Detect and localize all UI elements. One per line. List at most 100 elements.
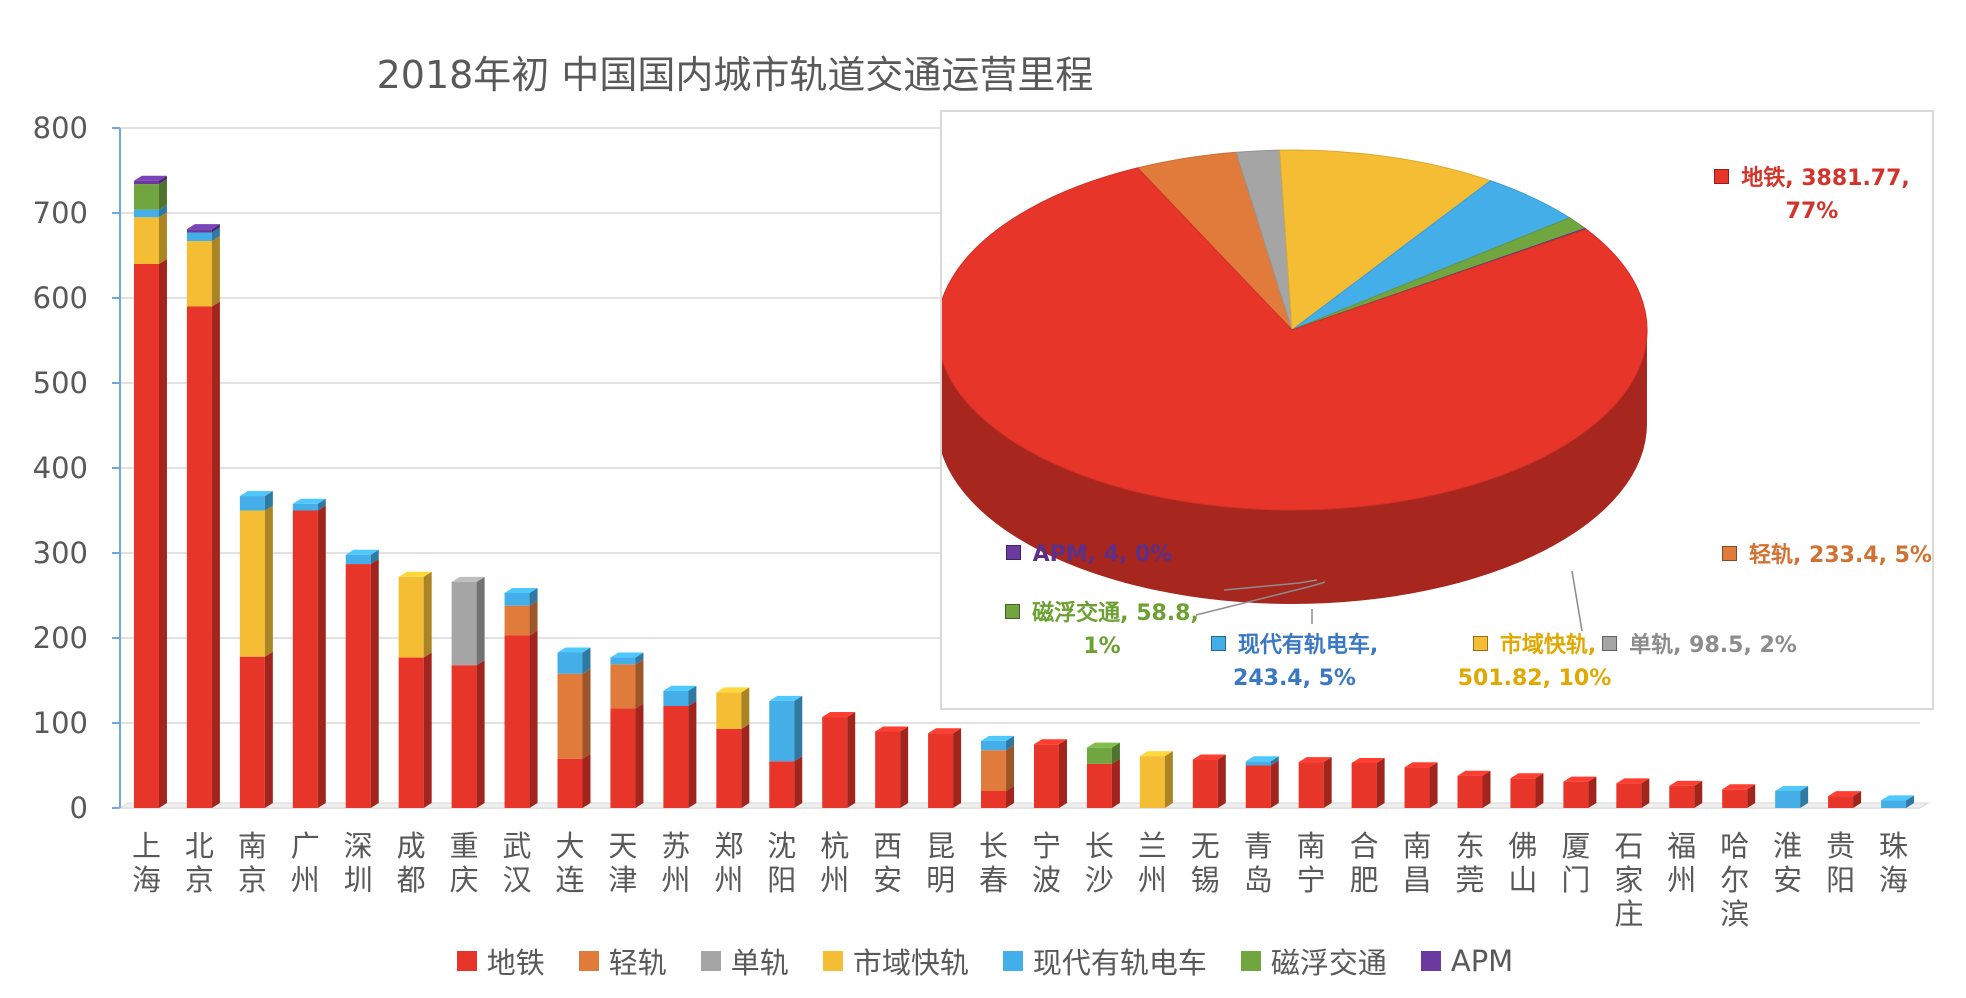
- bar-front: [1616, 783, 1642, 808]
- bar-segment: [133, 212, 167, 264]
- bar-front: [239, 656, 265, 808]
- x-tick-label: 福州: [1667, 829, 1696, 897]
- bar-front: [1828, 796, 1854, 808]
- bar-side: [1111, 758, 1120, 808]
- pie-data-label: 单轨, 98.5, 2%: [1587, 629, 1812, 662]
- bar-segment: [822, 712, 856, 808]
- x-tick-label: 南宁: [1297, 829, 1326, 897]
- bar-front: [1722, 789, 1748, 808]
- bar-front: [451, 665, 477, 808]
- bar-group: [1881, 795, 1915, 808]
- x-tick-label: 贵阳: [1826, 829, 1855, 897]
- bar-segment: [1298, 757, 1332, 808]
- bar-top: [1616, 778, 1650, 784]
- bar-top: [133, 175, 167, 181]
- bar-front: [133, 264, 159, 808]
- bar-group: [663, 685, 697, 808]
- bar-segment: [716, 723, 750, 808]
- bar-front: [186, 229, 212, 233]
- bar-group: [769, 695, 803, 808]
- x-tick-label: 青岛: [1244, 829, 1273, 897]
- bar-side: [370, 549, 379, 565]
- bar-segment: [1245, 760, 1279, 808]
- pie-label-text: 现代有轨电车,: [1237, 633, 1379, 658]
- bar-side: [423, 571, 432, 658]
- bar-group: [186, 224, 220, 808]
- bar-front: [981, 750, 1007, 791]
- bar-side: [211, 301, 220, 808]
- x-tick-label: 兰州: [1138, 829, 1167, 897]
- bar-front: [1563, 781, 1589, 808]
- x-tick-label: 大连: [555, 829, 584, 897]
- bar-segment: [610, 652, 644, 665]
- bar-front: [133, 209, 159, 218]
- bar-front: [875, 731, 901, 808]
- bar-top: [1086, 742, 1120, 748]
- legend-item: 现代有轨电车: [1002, 940, 1207, 982]
- bar-segment: [133, 259, 167, 808]
- bar-side: [1800, 786, 1809, 808]
- pie-label-swatch: [1722, 546, 1737, 561]
- bar-front: [769, 700, 795, 762]
- bar-side: [264, 491, 273, 511]
- bar-segment: [716, 687, 750, 729]
- bar-side: [582, 668, 591, 759]
- bar-group: [928, 728, 962, 808]
- legend-label: 轻轨: [608, 946, 667, 980]
- bar-front: [1881, 800, 1907, 808]
- bar-front: [1245, 761, 1271, 766]
- bar-top: [1192, 754, 1226, 760]
- bar-group: [133, 175, 167, 808]
- bar-group: [875, 726, 909, 808]
- y-tick-label: 200: [33, 621, 88, 655]
- bar-segment: [133, 204, 167, 218]
- pie-data-label: APM, 4, 0%: [1004, 538, 1174, 571]
- bar-group: [1563, 776, 1597, 808]
- bar-side: [688, 701, 697, 808]
- bar-side: [158, 259, 167, 808]
- bar-side: [900, 726, 909, 808]
- pie-leader-line: [1571, 570, 1583, 632]
- bar-side: [1906, 795, 1915, 808]
- bar-segment: [663, 701, 697, 808]
- bar-front: [1086, 763, 1112, 808]
- bar-front: [398, 657, 424, 808]
- bar-segment: [769, 695, 803, 762]
- bar-top: [1033, 739, 1067, 745]
- bar-front: [716, 728, 742, 808]
- bar-side: [1588, 776, 1597, 808]
- bar-front: [504, 605, 530, 636]
- pie-label-text: 243.4, 5%: [1233, 666, 1356, 691]
- bar-side: [1006, 745, 1015, 791]
- bar-group: [610, 652, 644, 808]
- bar-front: [504, 592, 530, 606]
- bar-segment: [557, 647, 591, 674]
- bar-side: [1058, 739, 1067, 808]
- y-tick-label: 0: [70, 791, 88, 825]
- bar-segment: [1881, 795, 1915, 808]
- x-tick-label: 南京: [238, 829, 267, 897]
- bar-top: [398, 571, 432, 577]
- y-tick-label: 400: [33, 451, 88, 485]
- pie-data-label: 轻轨, 233.4, 5%: [1712, 539, 1942, 572]
- bar-group: [1616, 778, 1650, 808]
- chart-legend: 地铁 轻轨 单轨 市域快轨 现代有轨电车 磁浮交通 APM: [0, 940, 1966, 982]
- x-tick-label: 长沙: [1085, 829, 1114, 897]
- bar-group: [292, 498, 326, 808]
- x-tick-label: 北京: [185, 829, 214, 897]
- bar-group: [1722, 784, 1756, 808]
- x-tick-label: 成都: [397, 829, 426, 897]
- bar-top: [1669, 780, 1703, 786]
- bar-side: [635, 703, 644, 808]
- bar-segment: [504, 587, 538, 606]
- pie-label-text: 磁浮交通, 58.8,: [1032, 601, 1199, 626]
- bar-segment: [133, 175, 167, 185]
- bar-top: [1139, 751, 1173, 757]
- bar-top: [186, 224, 220, 230]
- bar-front: [1457, 775, 1483, 808]
- bar-front: [610, 708, 636, 808]
- pie-data-label: 现代有轨电车, 243.4, 5%: [1187, 629, 1402, 695]
- legend-swatch: [822, 951, 843, 971]
- bar-front: [345, 564, 371, 808]
- bar-top: [1298, 757, 1332, 763]
